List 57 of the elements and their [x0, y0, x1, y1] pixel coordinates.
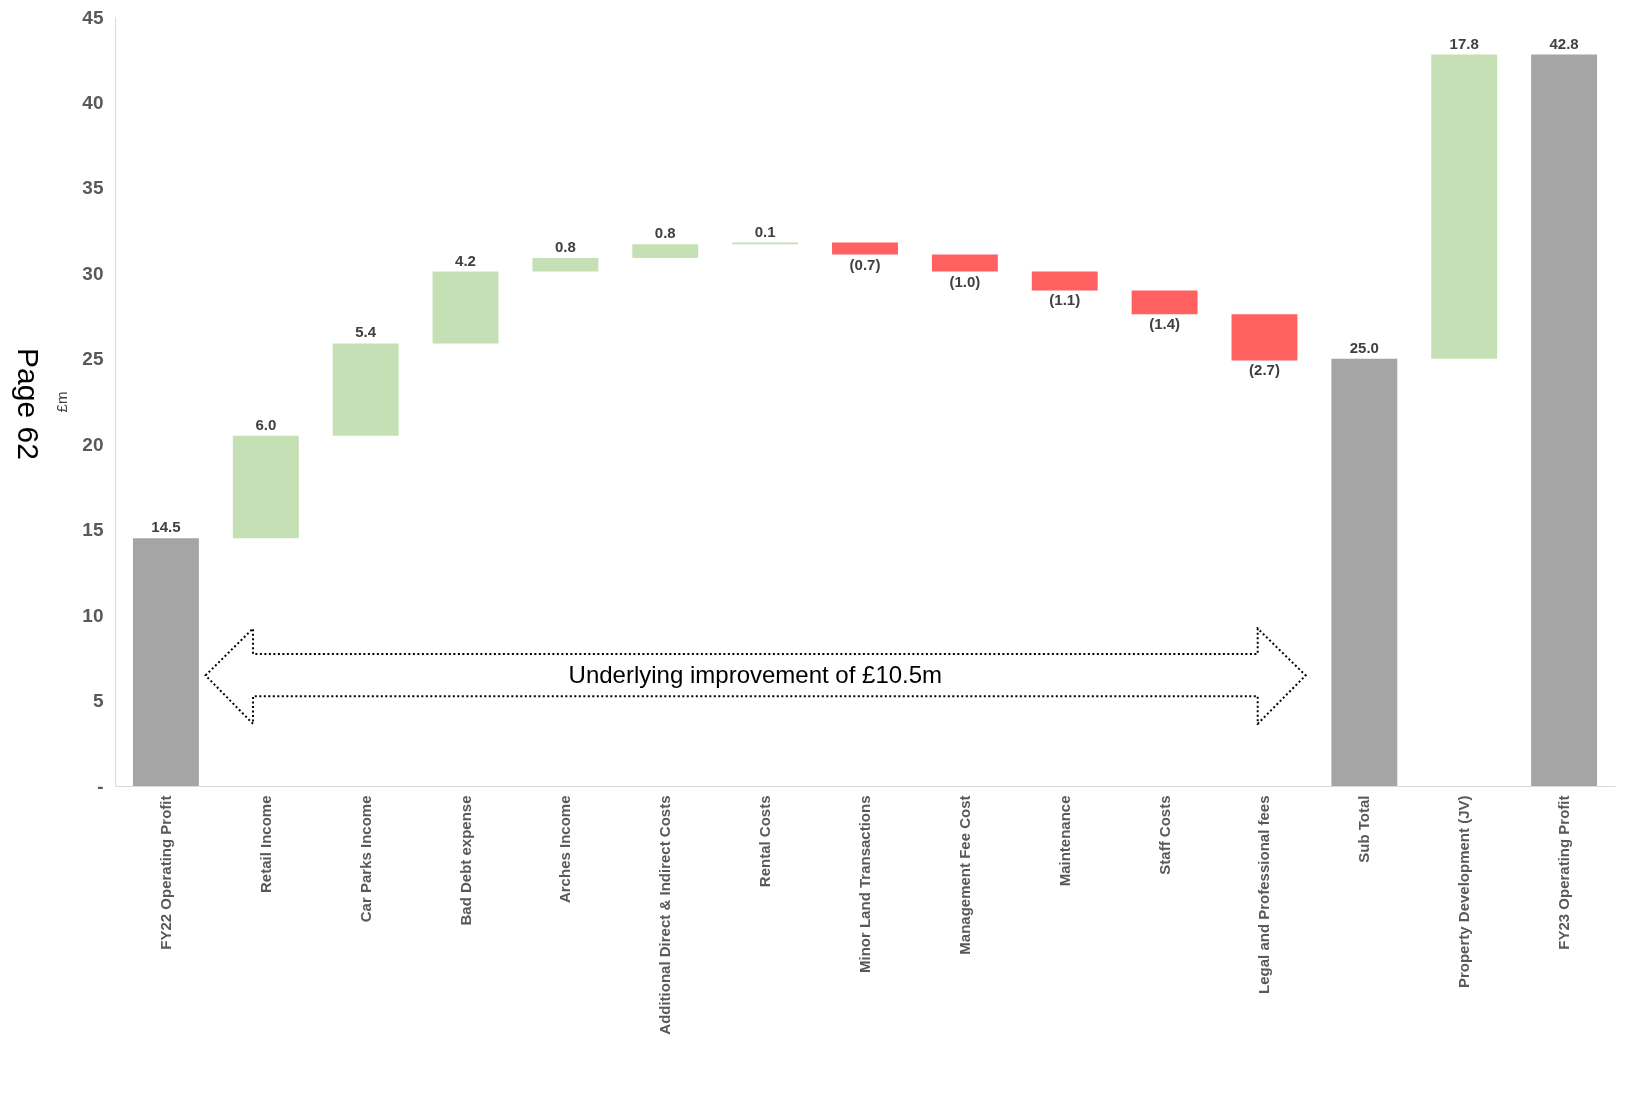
data-label: (1.1): [1049, 291, 1081, 309]
data-label: 0.8: [654, 224, 676, 242]
x-tick-label: FY22 Operating Profit: [156, 795, 174, 950]
x-tick-label: Minor Land Transactions: [856, 795, 873, 974]
bar: [132, 538, 199, 786]
data-label: 14.5: [151, 518, 181, 536]
y-tick-label: 40: [82, 91, 104, 113]
x-tick-label: Arches Income: [556, 795, 574, 904]
x-tick-label: Bad Debt expense: [456, 795, 474, 926]
bar: [832, 242, 898, 255]
data-label: 0.1: [754, 222, 776, 240]
y-tick-label: 45: [82, 6, 104, 28]
bar: [232, 435, 299, 539]
bar: [332, 343, 399, 436]
bar: [1131, 290, 1198, 315]
data-label: 4.2: [455, 251, 476, 269]
bar: [1031, 271, 1098, 291]
x-tick-label: Car Parks Income: [356, 795, 374, 923]
x-tick-label: Retail Income: [256, 795, 274, 894]
bar: [1431, 54, 1498, 359]
data-label: (2.7): [1249, 361, 1280, 379]
x-tick-label: Sub Total: [1355, 795, 1373, 863]
bar: [532, 257, 599, 272]
x-tick-label: Legal and Professional fees: [1255, 795, 1273, 994]
data-label: (1.0): [949, 272, 981, 290]
y-tick-label: 20: [82, 433, 104, 455]
y-axis-title: £m: [53, 391, 71, 413]
x-tick-label: FY23 Operating Profit: [1555, 795, 1573, 950]
bar: [1231, 314, 1298, 361]
data-label: 17.8: [1449, 34, 1479, 52]
data-label: 5.4: [355, 323, 377, 341]
y-tick-label: -: [97, 775, 104, 797]
x-tick-label: Staff Costs: [1155, 795, 1173, 875]
x-tick-label: Additional Direct & Indirect Costs: [656, 795, 674, 1035]
y-tick-label: 35: [82, 177, 104, 199]
bar: [931, 254, 998, 272]
y-tick-label: 5: [92, 690, 104, 712]
data-label: 25.0: [1349, 338, 1379, 356]
data-label: 0.8: [554, 237, 576, 255]
data-label: (1.4): [1149, 315, 1181, 333]
y-tick-label: 25: [82, 348, 104, 370]
data-label: (0.7): [849, 255, 881, 273]
data-label: 6.0: [255, 415, 277, 433]
bar: [432, 271, 499, 344]
x-tick-label: Rental Costs: [756, 795, 774, 888]
y-tick-label: 30: [82, 262, 104, 284]
x-tick-label: Management Fee Cost: [955, 795, 973, 955]
bar: [632, 244, 699, 258]
bar: [1531, 54, 1598, 786]
text: Page 62: [12, 348, 45, 460]
annotation: Underlying improvement of £10.5m: [568, 661, 943, 689]
y-tick-label: 15: [82, 519, 104, 541]
data-label: 42.8: [1549, 34, 1579, 52]
bar: [1331, 358, 1398, 786]
x-tick-label: Property Development (JV): [1455, 795, 1473, 989]
y-tick-label: 10: [82, 604, 104, 626]
x-tick-label: Maintenance: [1055, 795, 1073, 887]
